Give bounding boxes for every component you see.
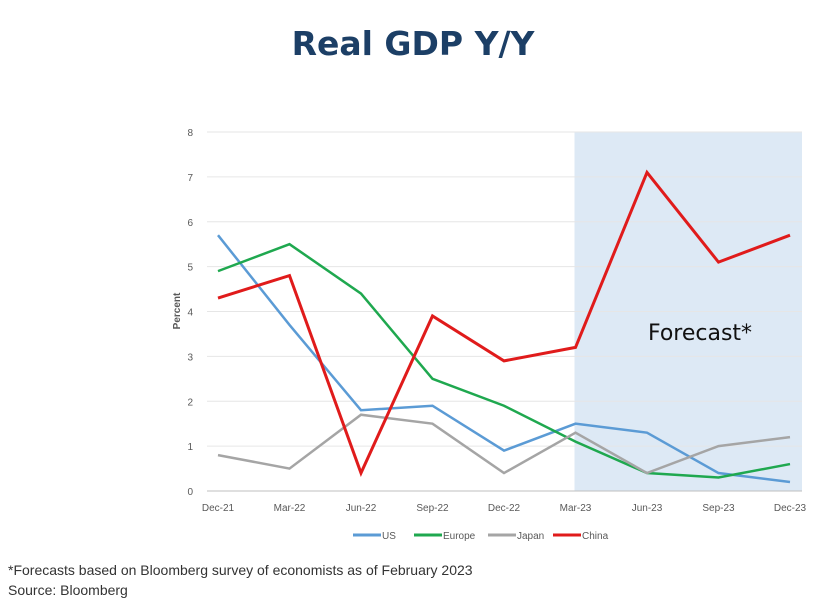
chart-title: Real GDP Y/Y xyxy=(291,24,535,63)
x-tick-label: Dec-23 xyxy=(774,503,807,514)
x-tick-label: Sep-23 xyxy=(702,503,735,514)
legend-label-europe: Europe xyxy=(443,531,476,542)
x-tick-label: Jun-23 xyxy=(632,503,663,514)
y-tick-label: 3 xyxy=(187,352,193,363)
footnote: *Forecasts based on Bloomberg survey of … xyxy=(8,562,473,578)
y-tick-label: 7 xyxy=(187,173,193,184)
x-tick-label: Mar-22 xyxy=(274,503,306,514)
y-tick-label: 5 xyxy=(187,263,193,274)
x-tick-label: Dec-21 xyxy=(202,503,235,514)
y-tick-label: 8 xyxy=(187,128,193,139)
x-tick-label: Mar-23 xyxy=(560,503,592,514)
x-tick-label: Jun-22 xyxy=(346,503,377,514)
source-note: Source: Bloomberg xyxy=(8,582,128,598)
x-tick-label: Dec-22 xyxy=(488,503,521,514)
x-tick-label: Sep-22 xyxy=(416,503,449,514)
y-tick-label: 0 xyxy=(187,487,193,498)
y-axis-label: Percent xyxy=(172,292,183,329)
y-tick-label: 1 xyxy=(187,442,193,453)
y-tick-label: 6 xyxy=(187,218,193,229)
legend-label-us: US xyxy=(382,531,396,542)
forecast-label: Forecast* xyxy=(648,321,752,346)
y-tick-label: 4 xyxy=(187,308,193,319)
legend-label-china: China xyxy=(582,531,609,542)
legend-label-japan: Japan xyxy=(517,531,544,542)
y-tick-label: 2 xyxy=(187,397,193,408)
